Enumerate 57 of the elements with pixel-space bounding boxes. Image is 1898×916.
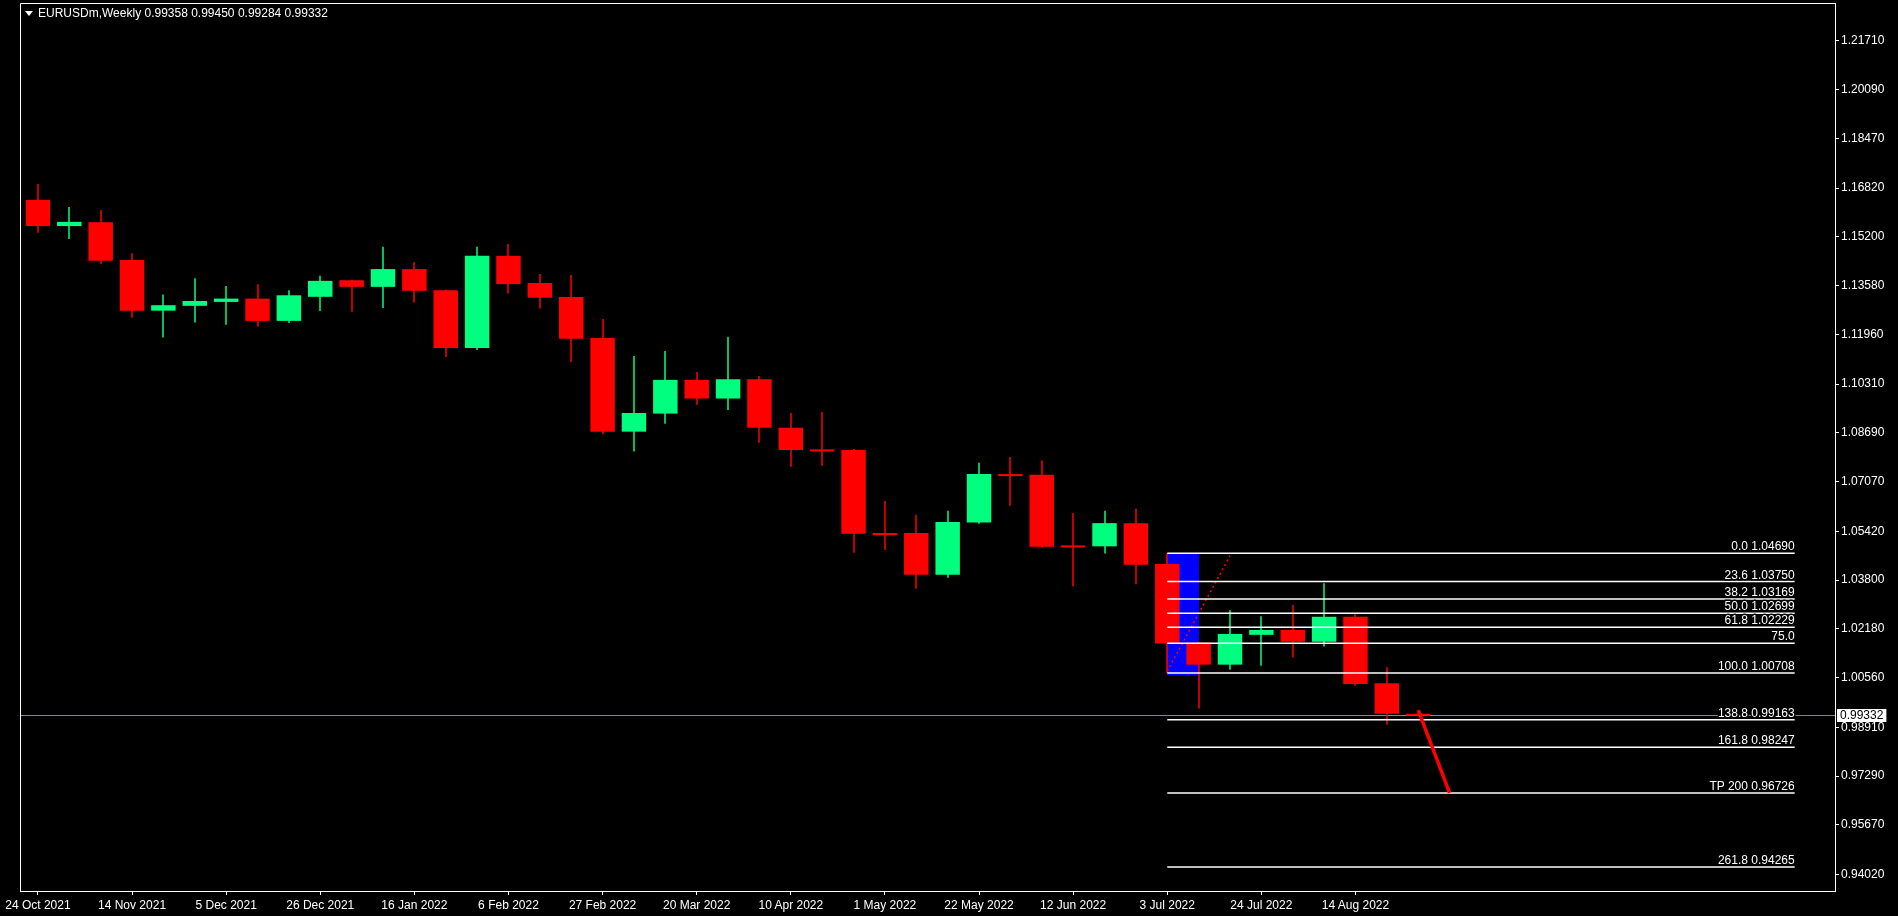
candlestick xyxy=(872,500,898,550)
x-tick-label: 20 Mar 2022 xyxy=(663,897,731,912)
chart-title: EURUSDm,Weekly 0.99358 0.99450 0.99284 0.99332 xyxy=(38,6,328,20)
y-tick-label: 1.10310 xyxy=(1841,376,1885,391)
x-tick-label: 24 Jul 2022 xyxy=(1230,897,1293,912)
x-tick-label: 27 Feb 2022 xyxy=(568,897,637,912)
series-label: 50.0 1.02699 xyxy=(1724,599,1795,614)
candlestick xyxy=(1249,616,1274,666)
series-label: 0.0 1.04690 xyxy=(1731,539,1795,554)
ref-line-label: 0.99332 xyxy=(1840,708,1884,723)
y-tick-label: 1.00560 xyxy=(1841,669,1885,684)
candlestick xyxy=(182,278,208,323)
x-tick-label: 5 Dec 2021 xyxy=(195,897,258,912)
candlestick xyxy=(809,412,835,466)
candlestick xyxy=(998,456,1023,506)
candlestick xyxy=(339,279,364,312)
x-tick-label: 12 Jun 2022 xyxy=(1040,897,1107,912)
series-label: 261.8 0.94265 xyxy=(1717,853,1795,868)
y-tick-label: 0.95670 xyxy=(1841,817,1885,832)
y-tick-label: 0.94020 xyxy=(1841,866,1885,881)
y-tick-label: 1.03800 xyxy=(1841,572,1885,587)
y-tick-label: 1.21710 xyxy=(1841,33,1885,48)
y-tick-label: 1.15200 xyxy=(1841,229,1885,244)
y-tick-label: 1.11960 xyxy=(1841,326,1884,341)
x-tick-label: 26 Dec 2021 xyxy=(286,897,355,912)
x-tick-label: 3 Jul 2022 xyxy=(1139,897,1196,912)
x-tick-label: 6 Feb 2022 xyxy=(478,897,540,912)
series-label: 23.6 1.03750 xyxy=(1724,567,1795,582)
x-tick-label: 22 May 2022 xyxy=(944,897,1015,912)
x-tick-label: 24 Oct 2021 xyxy=(5,897,71,912)
candlestick xyxy=(151,294,176,338)
series-label: 61.8 1.02229 xyxy=(1724,613,1795,628)
candlestick xyxy=(715,336,741,410)
candlestick xyxy=(370,246,396,308)
candlestick xyxy=(57,207,82,239)
y-tick-label: 1.08690 xyxy=(1841,425,1885,440)
series-label: 75.0 xyxy=(1771,629,1795,644)
y-tick-label: 0.97290 xyxy=(1841,768,1885,783)
x-tick-label: 1 May 2022 xyxy=(853,897,917,912)
y-tick-label: 1.20090 xyxy=(1841,82,1885,97)
y-tick-label: 1.07070 xyxy=(1841,473,1885,488)
y-tick-label: 1.13580 xyxy=(1841,277,1885,292)
candlestick xyxy=(1060,512,1086,587)
candlestick xyxy=(1280,605,1305,658)
y-tick-label: 1.05420 xyxy=(1841,523,1885,538)
y-tick-label: 1.18470 xyxy=(1841,130,1885,145)
series-label: 161.8 0.98247 xyxy=(1717,733,1795,748)
x-tick-label: 16 Jan 2022 xyxy=(381,897,448,912)
x-tick-label: 10 Apr 2022 xyxy=(758,897,824,912)
candlestick xyxy=(621,356,647,452)
y-tick-label: 1.02180 xyxy=(1841,621,1885,636)
x-tick-label: 14 Aug 2022 xyxy=(1321,897,1390,912)
x-tick-label: 14 Nov 2021 xyxy=(98,897,167,912)
series-label: 38.2 1.03169 xyxy=(1724,585,1795,600)
series-label: TP 200 0.96726 xyxy=(1709,778,1795,793)
y-tick-label: 1.16820 xyxy=(1841,180,1885,195)
series-label: 100.0 1.00708 xyxy=(1717,659,1795,674)
